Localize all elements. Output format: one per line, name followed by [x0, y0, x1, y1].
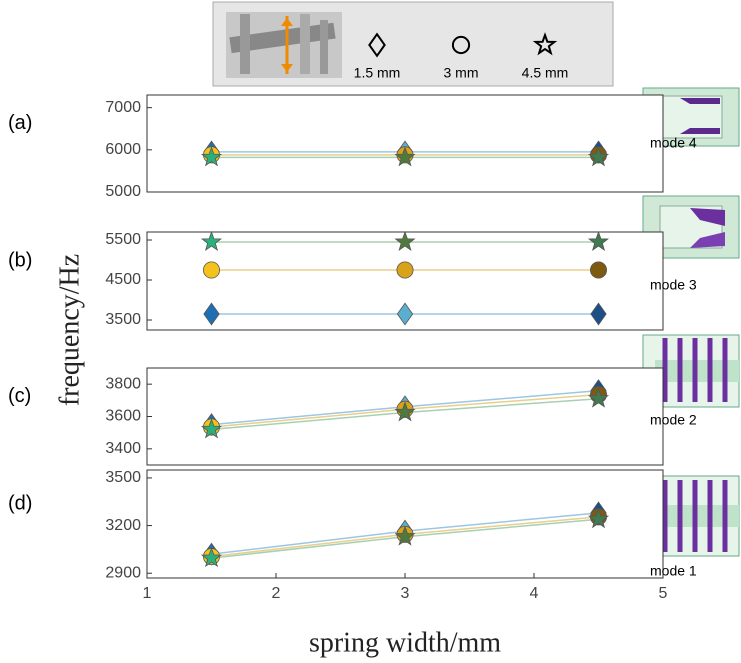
y-tick-label: 3600	[105, 408, 141, 425]
x-tick-label: 1	[143, 585, 152, 602]
mode-label: mode 2	[650, 412, 697, 428]
x-axis-title: spring width/mm	[309, 627, 501, 658]
mode-label: mode 3	[650, 277, 697, 293]
y-tick-label: 3500	[105, 469, 141, 486]
panel-label: (b)	[8, 249, 32, 271]
y-axis-title: frequency/Hz	[54, 254, 85, 406]
figure: 1.5 mm 3 mm 4.5 mm frequency/Hz (a) mode 4 5…	[0, 0, 741, 663]
marker	[590, 262, 606, 278]
y-tick-label: 5500	[105, 231, 141, 248]
panel-label: (c)	[8, 385, 31, 407]
y-tick-label: 4500	[105, 271, 141, 288]
y-tick-label: 3200	[105, 517, 141, 534]
x-tick-label: 5	[659, 585, 668, 602]
x-tick-label: 2	[272, 585, 281, 602]
y-tick-label: 3500	[105, 311, 141, 328]
marker	[203, 262, 219, 278]
panel-label: (d)	[8, 492, 32, 514]
legend-label: 1.5 mm	[354, 65, 401, 81]
mode-label: mode 1	[650, 563, 697, 579]
y-tick-label: 3800	[105, 375, 141, 392]
y-tick-label: 2900	[105, 564, 141, 581]
y-tick-label: 3400	[105, 440, 141, 457]
panel-label: (a)	[8, 112, 32, 134]
y-tick-label: 5000	[105, 183, 141, 200]
marker	[397, 262, 413, 278]
legend-icon	[226, 12, 342, 78]
legend-label: 3 mm	[444, 65, 479, 81]
legend-label: 4.5 mm	[522, 65, 569, 81]
y-tick-label: 7000	[105, 99, 141, 116]
mode-label: mode 4	[650, 135, 697, 151]
x-tick-label: 4	[530, 585, 539, 602]
y-tick-label: 6000	[105, 141, 141, 158]
x-tick-label: 3	[401, 585, 410, 602]
